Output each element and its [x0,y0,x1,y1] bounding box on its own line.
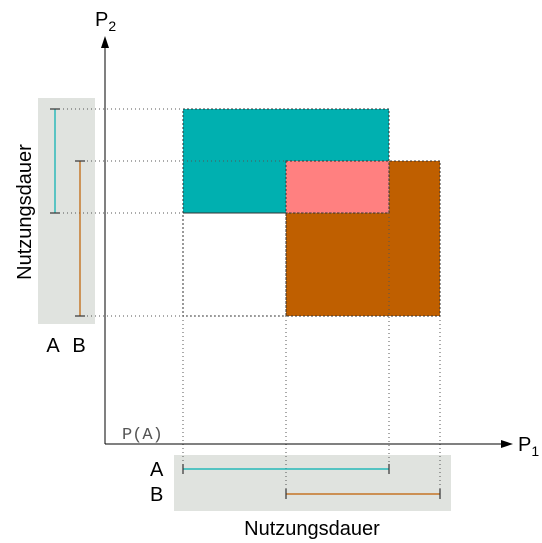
overlap-region [286,161,389,213]
y-legend-background [38,98,95,324]
y-legend-col-b-label: B [72,335,85,357]
y-axis-arrowhead [101,36,109,48]
x-interval-a [182,464,390,474]
y-interval-a [50,108,60,214]
y-legend-caption: Nutzungsdauer [14,144,36,280]
vertical-guide-lines [182,213,441,500]
y-interval-b [75,160,85,317]
x-legend-row-a-label: A [150,459,164,481]
x-interval-b [285,489,441,499]
x-axis-label: P1 [518,434,539,459]
y-axis-label: P2 [95,9,116,34]
origin-label: P(A) [122,426,163,445]
y-legend-col-a-label: A [46,335,60,357]
x-legend-background [174,455,451,511]
x-axis-arrowhead [501,440,513,448]
horizontal-guide-lines [55,108,286,317]
x-legend-row-b-label: B [150,484,163,506]
x-legend-caption: Nutzungsdauer [244,518,380,540]
empty-region-outline [182,212,287,317]
